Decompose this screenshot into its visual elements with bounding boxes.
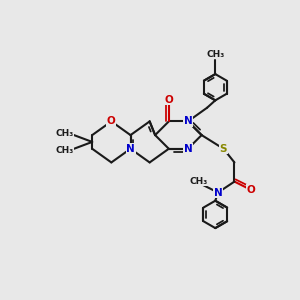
Text: S: S (220, 144, 227, 154)
Text: O: O (107, 116, 116, 126)
Text: N: N (214, 188, 222, 197)
Text: CH₃: CH₃ (190, 176, 208, 185)
Text: CH₃: CH₃ (206, 50, 224, 59)
Text: N: N (126, 144, 135, 154)
Text: O: O (247, 185, 255, 195)
Text: O: O (164, 94, 173, 104)
Text: CH₃: CH₃ (55, 129, 74, 138)
Text: N: N (184, 144, 192, 154)
Text: CH₃: CH₃ (55, 146, 74, 154)
Text: N: N (184, 116, 192, 126)
